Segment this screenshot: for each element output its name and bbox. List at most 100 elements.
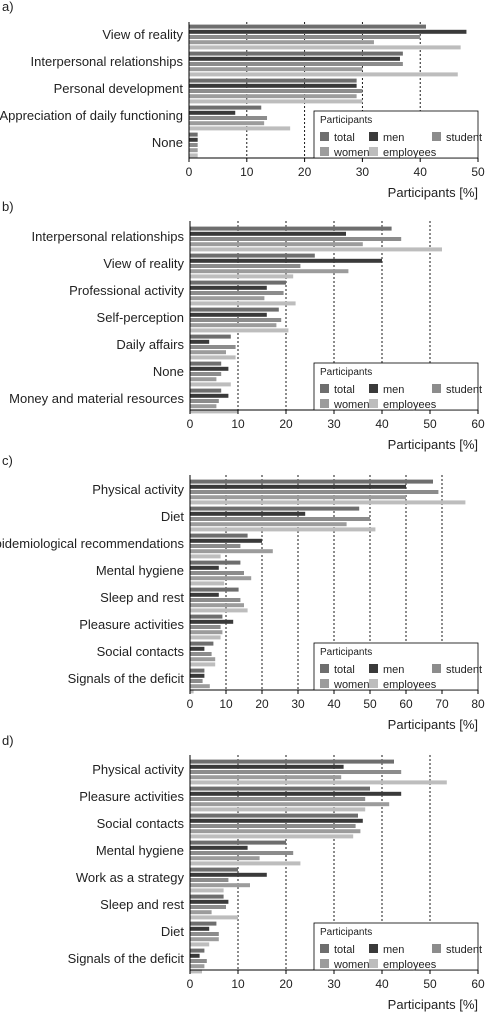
bar-women	[190, 684, 210, 689]
panel-label: b)	[2, 199, 14, 214]
bar-employees	[190, 689, 194, 694]
bar-men	[189, 83, 357, 88]
category-label: Social contacts	[97, 644, 185, 659]
bar-total	[190, 786, 370, 791]
x-tick-label: 30	[356, 165, 370, 179]
bar-employees	[190, 635, 221, 640]
category-label: Diet	[161, 509, 185, 524]
x-tick-label: 80	[471, 697, 485, 711]
category-label: Money and material resources	[9, 391, 184, 406]
bar-employees	[190, 662, 216, 667]
category-label: Personal development	[54, 81, 184, 96]
category-label: None	[152, 135, 183, 150]
legend-label-women: women	[333, 399, 369, 411]
category-label: None	[153, 364, 184, 379]
legend-swatch-men	[369, 132, 378, 141]
bar-men	[190, 592, 219, 597]
bar-student	[189, 35, 421, 39]
legend-swatch-women	[320, 399, 329, 408]
x-axis-title: Participants [%]	[388, 437, 478, 452]
category-label: Interpersonal relationships	[31, 54, 184, 69]
bar-women	[190, 910, 212, 915]
panel-label: d)	[2, 733, 14, 748]
legend-swatch-total	[320, 132, 329, 141]
legend-box	[313, 362, 479, 411]
x-tick-label: 60	[471, 417, 485, 431]
panel-label: a)	[2, 0, 14, 14]
bar-employees	[190, 382, 231, 387]
x-tick-label: 30	[327, 417, 341, 431]
bar-total	[190, 587, 239, 592]
bar-women	[190, 802, 390, 807]
x-tick-label: 10	[240, 165, 254, 179]
bar-student	[190, 237, 402, 241]
category-label: Professional activity	[69, 283, 184, 298]
bar-student	[190, 851, 294, 855]
legend-label-employees: employees	[383, 679, 437, 691]
legend-swatch-student	[432, 384, 441, 393]
x-axis-title: Participants [%]	[388, 185, 478, 200]
bar-women	[190, 937, 219, 942]
legend-swatch-total	[320, 944, 329, 953]
bar-total	[190, 280, 286, 285]
category-label: Pleasure activities	[79, 789, 184, 804]
category-label: Signals of the deficit	[68, 951, 185, 966]
legend: Participants total men student women employee…	[313, 362, 482, 411]
x-tick-label: 0	[187, 417, 194, 431]
bar-men	[190, 339, 210, 344]
legend: Participants total men student women employee…	[313, 922, 482, 971]
legend-label-student: student	[446, 664, 482, 676]
bar-men	[189, 137, 198, 142]
bar-employees	[190, 247, 442, 252]
legend-label-total: total	[334, 944, 355, 956]
legend-label-total: total	[334, 664, 355, 676]
legend-swatch-women	[320, 959, 329, 968]
bar-total	[189, 132, 198, 137]
bar-student	[190, 571, 244, 575]
bar-women	[189, 121, 265, 126]
bar-student	[190, 797, 366, 801]
bar-total	[190, 533, 248, 538]
legend-label-men: men	[383, 132, 404, 144]
bar-men	[190, 791, 402, 796]
bar-women	[190, 404, 217, 409]
bar-men	[190, 619, 234, 624]
bar-total	[190, 641, 214, 646]
bar-total	[190, 813, 358, 818]
x-tick-label: 40	[327, 697, 341, 711]
legend-swatch-employees	[369, 679, 378, 688]
bar-student	[190, 291, 284, 295]
bar-employees	[189, 72, 458, 77]
chart-panel-c: c) Physical activity Diet Epidemiological r…	[0, 453, 485, 732]
category-label: Signals of the deficit	[68, 671, 185, 686]
bar-employees	[190, 500, 466, 505]
legend-swatch-men	[369, 944, 378, 953]
legend-label-employees: employees	[383, 147, 437, 159]
x-tick-label: 40	[375, 977, 389, 991]
bar-men	[190, 953, 200, 958]
bar-total	[190, 506, 360, 511]
bar-men	[190, 312, 267, 317]
bar-total	[190, 668, 205, 673]
x-tick-label: 10	[231, 977, 245, 991]
bar-employees	[190, 888, 224, 893]
bar-total	[190, 894, 224, 899]
legend-box	[313, 922, 479, 971]
bar-student	[190, 399, 219, 403]
legend-label-women: women	[333, 147, 369, 159]
bar-total	[190, 253, 315, 258]
legend-swatch-student	[432, 944, 441, 953]
bar-men	[190, 565, 219, 570]
x-tick-label: 20	[279, 977, 293, 991]
bar-student	[190, 824, 356, 828]
legend-label-student: student	[446, 132, 482, 144]
bar-men	[190, 872, 267, 877]
category-label: Epidemiological recommendations	[0, 536, 184, 551]
bar-men	[190, 393, 229, 398]
legend-swatch-total	[320, 384, 329, 393]
bar-student	[190, 905, 226, 909]
legend-label-men: men	[383, 944, 404, 956]
bar-men	[190, 646, 205, 651]
bar-men	[190, 366, 229, 371]
bar-men	[189, 56, 400, 61]
